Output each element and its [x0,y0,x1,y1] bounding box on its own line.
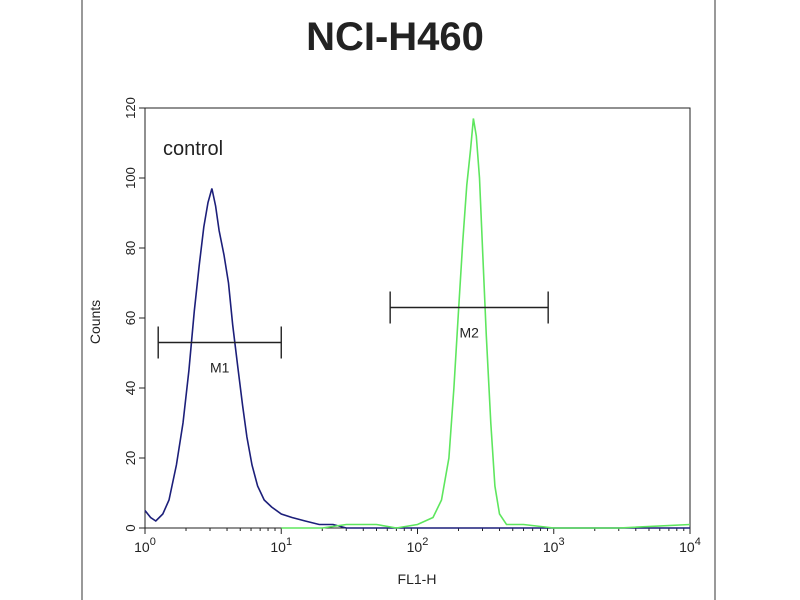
x-tick-label: 101 [270,536,292,555]
y-tick-label: 100 [123,167,138,189]
y-tick-label: 20 [123,451,138,465]
x-tick-label: 104 [679,536,701,555]
x-tick-label: 100 [134,536,156,555]
x-tick-base: 10 [407,539,423,555]
x-tick-base: 10 [679,539,695,555]
x-tick-base: 10 [543,539,559,555]
y-tick-label: 80 [123,241,138,255]
y-tick-label: 120 [123,97,138,119]
x-tick-base: 10 [270,539,286,555]
x-tick-base: 10 [134,539,150,555]
y-tick-label: 60 [123,311,138,325]
series-line [144,188,690,529]
x-tick-exponent: 0 [150,536,156,548]
y-tick-label: 40 [123,381,138,395]
x-tick-exponent: 1 [286,536,292,548]
x-tick-label: 102 [407,536,429,555]
y-axis-label: Counts [87,300,103,344]
marker-label: M2 [459,325,479,341]
series-line [281,118,691,529]
chart-title: NCI-H460 [306,15,484,59]
x-tick-exponent: 4 [695,536,701,548]
x-axis-label: FL1-H [398,571,437,587]
x-tick-label: 103 [543,536,565,555]
marker-label: M1 [210,360,230,376]
y-tick-label: 0 [123,524,138,531]
x-tick-exponent: 3 [558,536,564,548]
plot-frame [144,107,691,529]
x-tick-exponent: 2 [422,536,428,548]
annotation: control [163,138,223,160]
